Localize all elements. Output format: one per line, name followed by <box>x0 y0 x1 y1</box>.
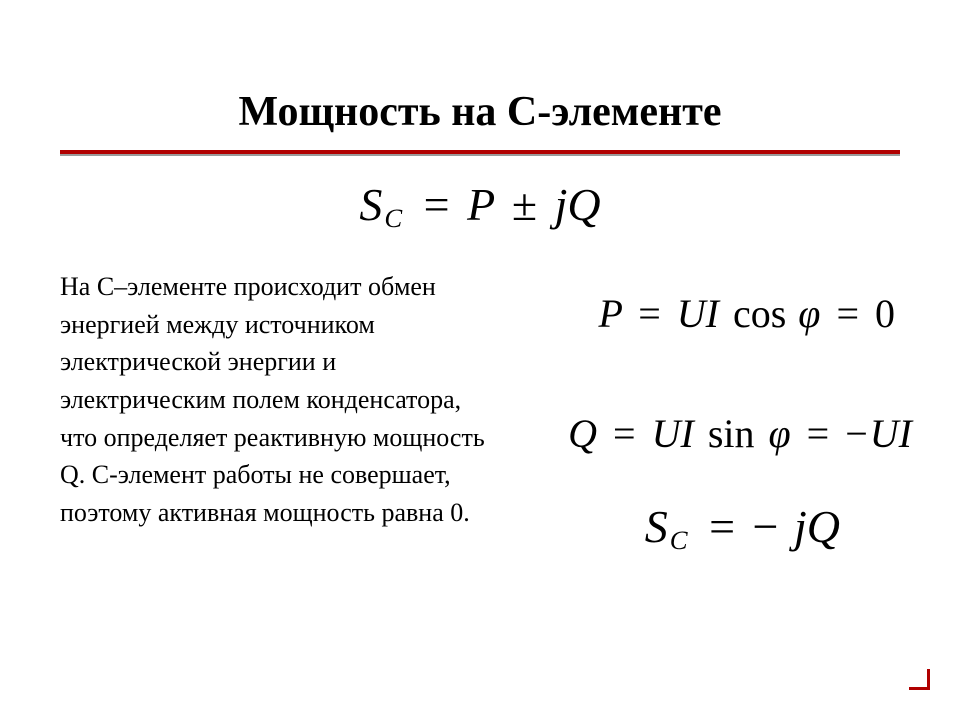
minus: − <box>845 411 870 456</box>
symbol-phi: φ <box>765 411 791 456</box>
equals: = <box>703 501 741 552</box>
equals: = <box>418 179 456 230</box>
subscript-C: C <box>670 525 688 555</box>
fn-sin: sin <box>704 411 755 456</box>
slide: Мощность на С-элементе SC = P ± jQ На С–… <box>0 0 960 720</box>
equation-p: P = UI cos φ = 0 <box>598 290 895 337</box>
plus-minus: ± <box>506 179 543 230</box>
equals: = <box>801 411 836 456</box>
corner-icon <box>909 669 930 690</box>
symbol-UI: UI <box>870 411 912 456</box>
equation-main: SC = P ± jQ <box>0 178 960 234</box>
symbol-phi: φ <box>796 291 820 336</box>
title-underline <box>60 150 900 156</box>
symbol-Q: Q <box>568 411 597 456</box>
equals: = <box>607 411 642 456</box>
symbol-jQ: jQ <box>794 501 840 552</box>
symbol-UI: UI <box>652 411 694 456</box>
value-zero: 0 <box>875 291 895 336</box>
equation-s: SC = − jQ <box>645 500 840 556</box>
symbol-UI: UI <box>677 291 719 336</box>
subscript-C: C <box>384 203 402 233</box>
minus: − <box>753 501 783 552</box>
equation-q: Q = UI sin φ = −UI <box>568 410 912 457</box>
symbol-P: P <box>467 179 494 230</box>
underline-red <box>60 150 900 154</box>
fn-cos: cos <box>729 291 786 336</box>
body-paragraph: На С–элементе происходит обмен энергией … <box>60 268 500 532</box>
equals: = <box>830 291 865 336</box>
symbol-S-underline: S <box>645 501 668 552</box>
equals: = <box>632 291 667 336</box>
symbol-S-underline: S <box>359 179 382 230</box>
slide-title: Мощность на С-элементе <box>0 88 960 136</box>
symbol-P: P <box>598 291 622 336</box>
symbol-jQ: jQ <box>555 179 601 230</box>
